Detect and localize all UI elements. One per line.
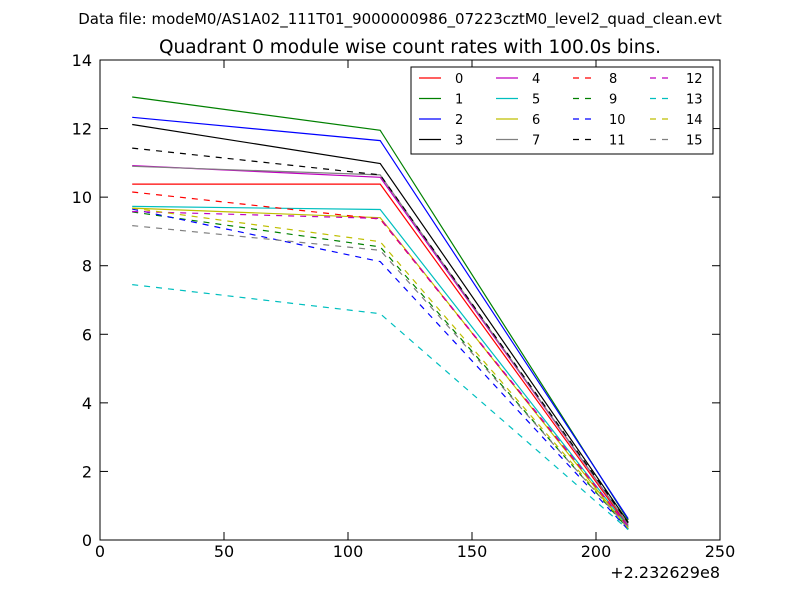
y-tick-label: 2 (82, 462, 92, 481)
legend-label-1: 1 (455, 93, 463, 108)
y-tick-label: 4 (82, 394, 92, 413)
legend-label-11: 11 (609, 134, 626, 149)
series-line-3 (132, 123, 629, 523)
y-tick-label: 12 (72, 120, 92, 139)
series-line-13 (132, 284, 629, 531)
series-line-5 (132, 205, 629, 528)
x-tick-label: 200 (581, 542, 612, 561)
figure-suptitle: Data file: modeM0/AS1A02_111T01_90000009… (78, 10, 722, 29)
legend-label-14: 14 (686, 113, 703, 128)
legend-label-3: 3 (455, 134, 463, 149)
legend-label-4: 4 (532, 72, 540, 87)
x-tick-label: 150 (457, 542, 488, 561)
legend-label-6: 6 (532, 113, 540, 128)
y-tick-label: 8 (82, 257, 92, 276)
series-line-15 (132, 225, 629, 529)
legend-label-2: 2 (455, 113, 463, 128)
series-line-7 (132, 165, 629, 525)
series-line-6 (132, 207, 629, 530)
legend-label-8: 8 (609, 72, 617, 87)
legend-label-9: 9 (609, 93, 617, 108)
series-line-0 (132, 183, 629, 527)
x-tick-label: 0 (95, 542, 105, 561)
legend-label-13: 13 (686, 93, 703, 108)
x-tick-label: 250 (705, 542, 736, 561)
y-tick-label: 10 (72, 188, 92, 207)
legend-label-10: 10 (609, 113, 626, 128)
legend-label-12: 12 (686, 72, 703, 87)
x-axis-offset-label: +2.232629e8 (610, 563, 720, 582)
legend-label-7: 7 (532, 134, 540, 149)
y-tick-label: 0 (82, 531, 92, 550)
legend-label-15: 15 (686, 134, 703, 149)
x-tick-label: 50 (214, 542, 234, 561)
plot-frame (99, 59, 721, 541)
series-line-10 (132, 208, 629, 531)
x-tick-labels: 0 50 100 150 200 250 (95, 542, 735, 561)
chart-title: Quadrant 0 module wise count rates with … (159, 37, 661, 58)
y-tick-labels: 0 2 4 6 8 10 12 14 (72, 51, 92, 550)
legend-label-0: 0 (455, 72, 463, 87)
legend-label-5: 5 (532, 93, 540, 108)
series-layer (132, 96, 629, 531)
x-tick-label: 100 (333, 542, 364, 561)
y-tick-label: 6 (82, 325, 92, 344)
y-tick-label: 14 (72, 51, 92, 70)
series-line-2 (132, 116, 629, 520)
series-line-1 (132, 96, 629, 521)
